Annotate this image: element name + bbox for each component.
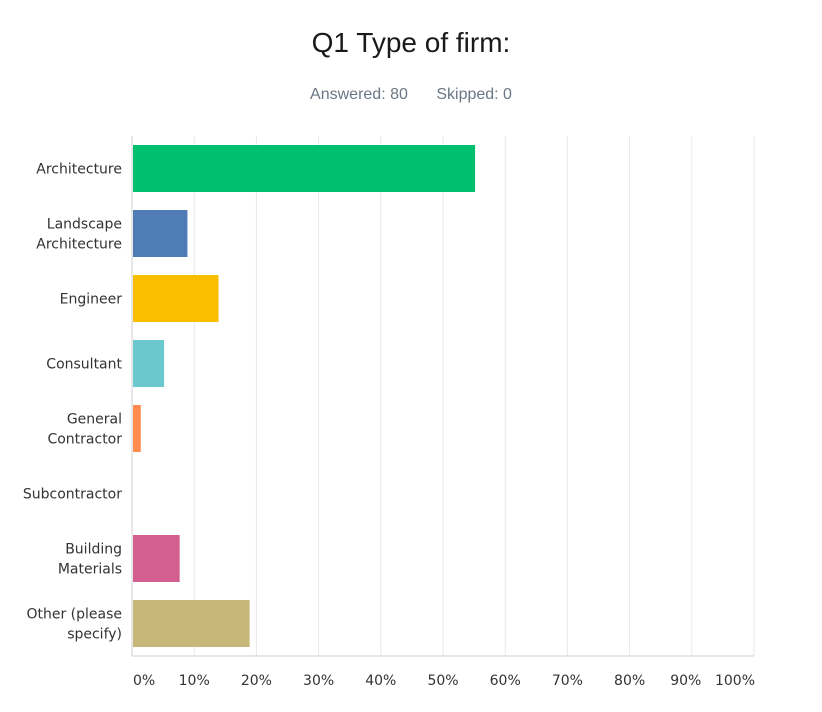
category-label: Other (please	[26, 607, 122, 623]
tick-label: 90%	[670, 673, 701, 689]
category-label: Landscape	[47, 217, 122, 233]
category-label: specify)	[67, 627, 122, 643]
answered-count: Answered: 80	[310, 86, 408, 103]
tick-label: 70%	[552, 673, 583, 689]
tick-label: 10%	[179, 673, 210, 689]
tick-label: 40%	[365, 673, 396, 689]
category-label: Architecture	[36, 237, 122, 253]
category-label: Contractor	[47, 432, 122, 448]
category-label: Materials	[58, 562, 122, 578]
bar	[133, 405, 141, 452]
category-label: Architecture	[36, 162, 122, 178]
bar	[133, 535, 180, 582]
bar	[133, 210, 188, 257]
tick-label: 50%	[427, 673, 458, 689]
skipped-count: Skipped: 0	[436, 86, 512, 103]
tick-label: 0%	[133, 673, 155, 689]
bar	[133, 145, 476, 192]
tick-label: 100%	[715, 673, 755, 689]
category-label: Consultant	[46, 357, 122, 373]
category-label: Subcontractor	[23, 487, 122, 503]
tick-label: 30%	[303, 673, 334, 689]
category-label: Building	[65, 542, 122, 558]
bar	[133, 275, 219, 322]
bar	[133, 340, 165, 387]
tick-label: 80%	[614, 673, 645, 689]
response-stats: Answered: 80 Skipped: 0	[0, 86, 822, 104]
tick-label: 60%	[490, 673, 521, 689]
chart-title: Q1 Type of firm:	[311, 27, 511, 58]
category-label: General	[67, 412, 122, 428]
category-label: Engineer	[60, 292, 123, 308]
bar	[133, 600, 250, 647]
tick-label: 20%	[241, 673, 272, 689]
